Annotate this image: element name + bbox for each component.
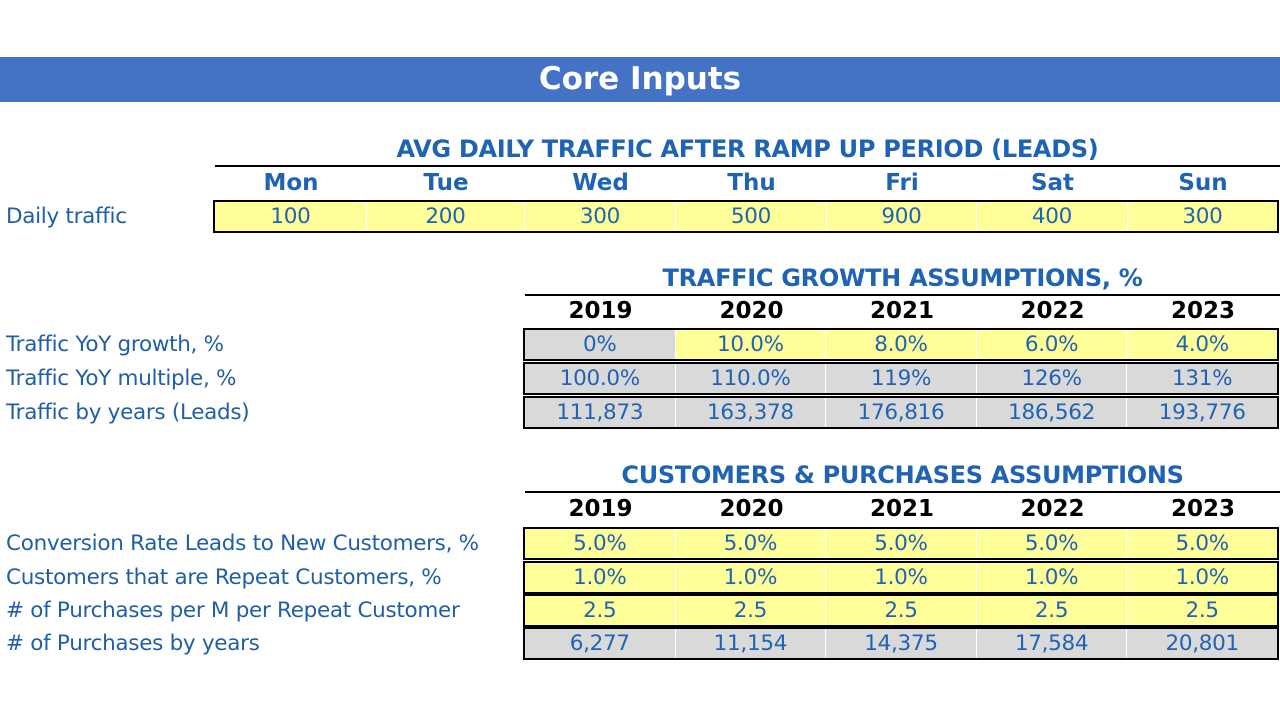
conversion-rate-cell[interactable]: 5.0% [1127,529,1277,558]
year-header-2020: 2020 [719,298,784,324]
year-header-2019: 2019 [568,298,633,324]
traffic-by-years-cell: 163,378 [675,398,827,427]
purchases-by-years-cell: 17,584 [976,629,1128,658]
repeat-customers-label: Customers that are Repeat Customers, % [6,565,442,590]
daily-traffic-cell[interactable]: 900 [827,202,977,231]
conversion-rate-label: Conversion Rate Leads to New Customers, … [6,531,479,556]
repeat-customers-cell[interactable]: 1.0% [976,563,1128,592]
traffic-by-years-row: 111,873 163,378 176,816 186,562 193,776 [523,396,1279,429]
daily-traffic-cell[interactable]: 500 [676,202,827,231]
repeat-customers-cell[interactable]: 1.0% [675,563,827,592]
day-header-sun: Sun [1178,170,1228,196]
purchases-by-years-cell: 11,154 [675,629,827,658]
day-header-mon: Mon [263,170,319,196]
traffic-by-years-cell: 111,873 [525,398,676,427]
traffic-by-years-cell: 176,816 [826,398,977,427]
daily-traffic-label: Daily traffic [6,204,127,229]
conversion-rate-cell[interactable]: 5.0% [976,529,1128,558]
traffic-yoy-multiple-row: 100.0% 110.0% 119% 126% 131% [523,362,1279,395]
conversion-rate-row: 5.0% 5.0% 5.0% 5.0% 5.0% [523,527,1279,560]
daily-traffic-cell[interactable]: 300 [525,202,676,231]
daily-traffic-title: AVG DAILY TRAFFIC AFTER RAMP UP PERIOD (… [215,133,1280,167]
traffic-yoy-growth-cell[interactable]: 4.0% [1127,330,1277,359]
traffic-yoy-growth-cell[interactable]: 10.0% [675,330,827,359]
repeat-customers-cell[interactable]: 1.0% [1127,563,1277,592]
traffic-yoy-multiple-cell: 131% [1127,364,1277,393]
daily-traffic-row: 100 200 300 500 900 400 300 [213,200,1279,233]
traffic-yoy-growth-row: 0% 10.0% 8.0% 6.0% 4.0% [523,328,1279,361]
daily-traffic-cell[interactable]: 200 [367,202,525,231]
day-header-fri: Fri [885,170,919,196]
purchases-per-repeat-cell[interactable]: 2.5 [1127,596,1277,625]
purchases-by-years-row: 6,277 11,154 14,375 17,584 20,801 [523,627,1279,660]
day-header-wed: Wed [572,170,629,196]
traffic-yoy-growth-cell[interactable]: 6.0% [976,330,1128,359]
repeat-customers-cell[interactable]: 1.0% [826,563,977,592]
traffic-yoy-growth-cell: 0% [525,330,676,359]
purchases-per-repeat-cell[interactable]: 2.5 [675,596,827,625]
year-header-2023: 2023 [1170,496,1235,522]
purchases-per-repeat-cell[interactable]: 2.5 [826,596,977,625]
page-title: Core Inputs [0,57,1280,102]
daily-traffic-cell[interactable]: 100 [215,202,367,231]
day-header-sat: Sat [1030,170,1075,196]
purchases-by-years-cell: 20,801 [1127,629,1277,658]
conversion-rate-cell[interactable]: 5.0% [675,529,827,558]
traffic-yoy-multiple-cell: 100.0% [525,364,676,393]
purchases-per-repeat-label: # of Purchases per M per Repeat Customer [6,598,460,623]
traffic-yoy-multiple-cell: 126% [976,364,1128,393]
traffic-growth-title: TRAFFIC GROWTH ASSUMPTIONS, % [525,262,1280,296]
traffic-yoy-growth-cell[interactable]: 8.0% [826,330,977,359]
year-header-2021: 2021 [869,298,934,324]
daily-traffic-cell[interactable]: 300 [1128,202,1277,231]
day-header-thu: Thu [727,170,776,196]
traffic-by-years-cell: 193,776 [1127,398,1277,427]
conversion-rate-cell[interactable]: 5.0% [525,529,676,558]
repeat-customers-cell[interactable]: 1.0% [525,563,676,592]
repeat-customers-row: 1.0% 1.0% 1.0% 1.0% 1.0% [523,561,1279,594]
traffic-yoy-growth-label: Traffic YoY growth, % [6,332,224,357]
traffic-by-years-cell: 186,562 [976,398,1128,427]
daily-traffic-cell[interactable]: 400 [977,202,1128,231]
year-header-2021: 2021 [869,496,934,522]
purchases-by-years-label: # of Purchases by years [6,631,260,656]
purchases-by-years-cell: 14,375 [826,629,977,658]
customers-purchases-title: CUSTOMERS & PURCHASES ASSUMPTIONS [525,459,1280,493]
day-header-tue: Tue [423,170,469,196]
year-header-2020: 2020 [719,496,784,522]
year-header-2022: 2022 [1020,496,1085,522]
year-header-2019: 2019 [568,496,633,522]
traffic-yoy-multiple-label: Traffic YoY multiple, % [6,366,237,391]
conversion-rate-cell[interactable]: 5.0% [826,529,977,558]
year-header-2023: 2023 [1170,298,1235,324]
purchases-by-years-cell: 6,277 [525,629,676,658]
traffic-yoy-multiple-cell: 119% [826,364,977,393]
traffic-by-years-label: Traffic by years (Leads) [6,400,250,425]
year-header-2022: 2022 [1020,298,1085,324]
traffic-yoy-multiple-cell: 110.0% [675,364,827,393]
purchases-per-repeat-cell[interactable]: 2.5 [976,596,1128,625]
purchases-per-repeat-row: 2.5 2.5 2.5 2.5 2.5 [523,594,1279,627]
purchases-per-repeat-cell[interactable]: 2.5 [525,596,676,625]
